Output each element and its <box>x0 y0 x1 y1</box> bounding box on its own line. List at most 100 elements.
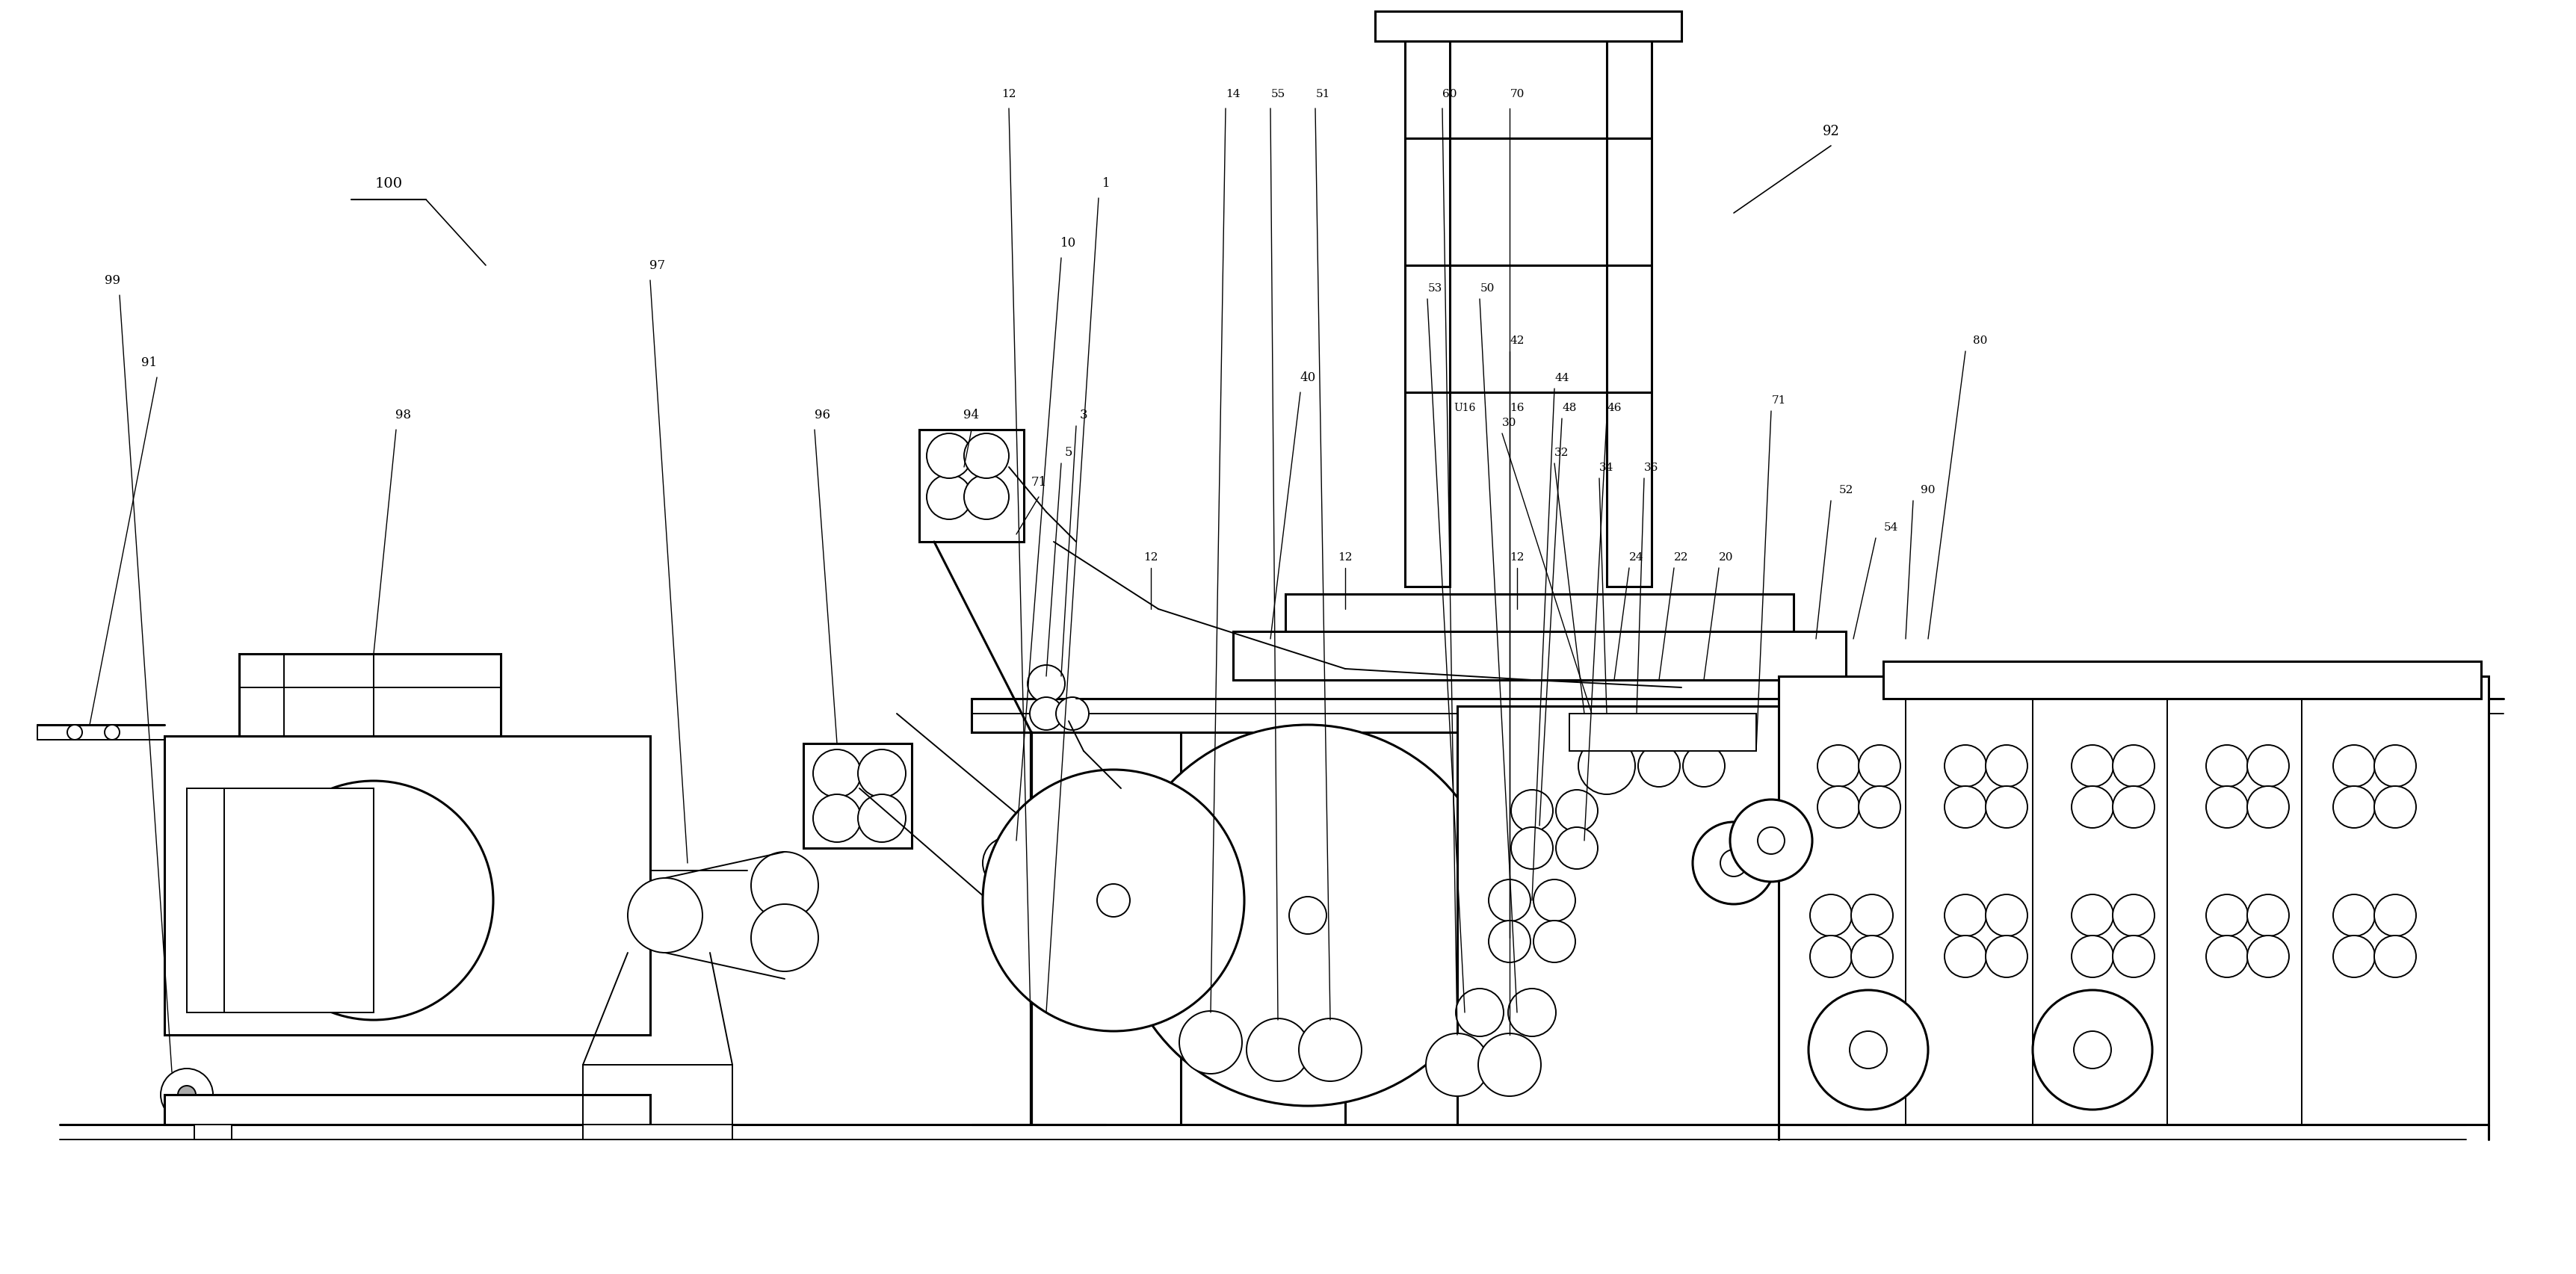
Circle shape <box>2375 894 2416 936</box>
Text: 53: 53 <box>1427 283 1443 293</box>
Circle shape <box>2246 786 2290 828</box>
Bar <box>188 789 374 1013</box>
Circle shape <box>1682 745 1726 787</box>
Circle shape <box>2112 894 2154 936</box>
Circle shape <box>2246 935 2290 977</box>
Circle shape <box>1056 697 1090 730</box>
Circle shape <box>2334 935 2375 977</box>
Circle shape <box>927 434 971 479</box>
Circle shape <box>752 852 819 920</box>
Circle shape <box>981 769 1244 1031</box>
Text: 34: 34 <box>1600 462 1615 473</box>
Circle shape <box>2032 990 2154 1110</box>
Text: 22: 22 <box>1674 552 1690 562</box>
Circle shape <box>1692 822 1775 905</box>
Circle shape <box>2112 786 2154 828</box>
Circle shape <box>814 750 860 798</box>
Circle shape <box>1118 725 1499 1106</box>
Bar <box>1404 27 1450 587</box>
Text: 99: 99 <box>103 274 121 287</box>
Bar <box>920 431 1023 543</box>
Circle shape <box>981 837 1036 889</box>
Bar <box>804 744 912 848</box>
Text: 12: 12 <box>1337 552 1352 562</box>
Text: 48: 48 <box>1561 403 1577 413</box>
Circle shape <box>2375 745 2416 787</box>
Circle shape <box>963 434 1010 479</box>
Text: 98: 98 <box>397 409 412 422</box>
Circle shape <box>1808 990 1927 1110</box>
Circle shape <box>2071 935 2112 977</box>
Circle shape <box>2205 894 2249 936</box>
Text: 14: 14 <box>1226 89 1242 99</box>
Circle shape <box>2071 786 2112 828</box>
Text: 20: 20 <box>1718 552 1734 562</box>
Text: 24: 24 <box>1631 552 1643 562</box>
Circle shape <box>1512 827 1553 869</box>
Circle shape <box>858 795 907 842</box>
Circle shape <box>2246 745 2290 787</box>
Circle shape <box>1512 790 1553 832</box>
Circle shape <box>1731 800 1814 882</box>
Text: 97: 97 <box>649 260 665 273</box>
Circle shape <box>1579 738 1636 795</box>
Circle shape <box>1507 989 1556 1037</box>
Text: 1: 1 <box>1103 177 1110 190</box>
Circle shape <box>1288 897 1327 934</box>
Circle shape <box>1721 850 1747 877</box>
Text: 3: 3 <box>1079 409 1087 422</box>
Circle shape <box>1180 1012 1242 1074</box>
Circle shape <box>858 795 907 842</box>
Bar <box>1569 713 1757 752</box>
Circle shape <box>1986 745 2027 787</box>
Circle shape <box>1857 786 1901 828</box>
Circle shape <box>999 855 1018 873</box>
Bar <box>1777 676 2488 1125</box>
Circle shape <box>1489 921 1530 963</box>
Circle shape <box>2112 935 2154 977</box>
Circle shape <box>1030 697 1064 730</box>
Circle shape <box>1028 665 1064 703</box>
Circle shape <box>2334 894 2375 936</box>
Text: 32: 32 <box>1556 447 1569 457</box>
Circle shape <box>1556 790 1597 832</box>
Circle shape <box>2246 894 2290 936</box>
Circle shape <box>1455 989 1504 1037</box>
Circle shape <box>1819 745 1860 787</box>
Text: 94: 94 <box>963 409 979 422</box>
Text: 46: 46 <box>1607 403 1620 413</box>
Bar <box>1458 707 1847 1125</box>
Circle shape <box>2071 894 2112 936</box>
Circle shape <box>2334 786 2375 828</box>
Text: 12: 12 <box>1510 552 1525 562</box>
Circle shape <box>1945 745 1986 787</box>
Bar <box>1234 632 1847 680</box>
Circle shape <box>1479 1033 1540 1096</box>
Text: 100: 100 <box>374 177 402 190</box>
Circle shape <box>178 1085 196 1103</box>
Circle shape <box>255 781 492 1020</box>
Bar <box>193 1125 232 1139</box>
Circle shape <box>814 795 860 842</box>
Circle shape <box>1819 786 1860 828</box>
Circle shape <box>67 725 82 740</box>
Text: 12: 12 <box>1002 89 1015 99</box>
Text: 42: 42 <box>1510 335 1525 345</box>
Bar <box>1285 595 1793 636</box>
Text: 80: 80 <box>1973 335 1989 345</box>
Circle shape <box>160 1069 214 1121</box>
Circle shape <box>1852 935 1893 977</box>
Circle shape <box>752 905 819 972</box>
Circle shape <box>1811 894 1852 936</box>
Circle shape <box>2205 935 2249 977</box>
Bar <box>240 654 500 736</box>
Circle shape <box>1986 935 2027 977</box>
Bar <box>1376 11 1682 42</box>
Circle shape <box>1638 745 1680 787</box>
Bar <box>165 736 649 1034</box>
Bar <box>971 699 2465 733</box>
Text: 50: 50 <box>1481 283 1494 293</box>
Circle shape <box>1533 880 1577 921</box>
Bar <box>582 1125 732 1139</box>
Circle shape <box>1852 894 1893 936</box>
